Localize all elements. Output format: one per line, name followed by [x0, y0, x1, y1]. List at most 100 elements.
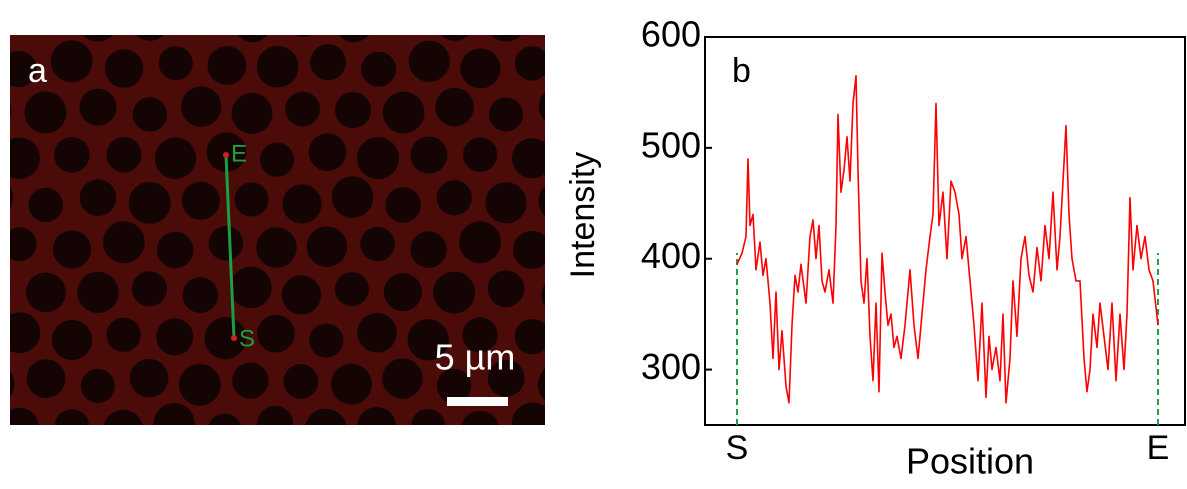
cell: [541, 284, 545, 306]
cell: [156, 318, 194, 356]
cell: [410, 136, 448, 174]
x-axis-label: Position: [906, 441, 1034, 482]
cell: [234, 182, 269, 217]
cell: [294, 35, 313, 37]
cell: [158, 46, 193, 81]
cell: [230, 266, 272, 309]
data-line: [736, 75, 1159, 404]
profile-line: [224, 154, 236, 339]
cell: [232, 362, 269, 399]
cell: [461, 410, 499, 425]
cell: [182, 277, 219, 313]
cell: [128, 181, 171, 224]
cell: [208, 413, 242, 425]
end-label: E: [231, 140, 247, 167]
cell: [491, 35, 522, 42]
cell: [357, 312, 397, 353]
cell: [360, 226, 395, 262]
cell: [282, 184, 322, 224]
cell: [407, 319, 449, 361]
cell: [310, 44, 347, 81]
cell: [459, 221, 501, 264]
cell: [0, 6, 10, 42]
cell: [208, 226, 244, 261]
cell: [10, 227, 37, 262]
cell: [436, 180, 472, 216]
cell: [54, 409, 90, 425]
cell: [10, 50, 37, 88]
cell: [305, 408, 347, 425]
cell: [156, 231, 194, 269]
y-axis-label: Intensity: [564, 152, 602, 279]
cell: [487, 270, 525, 308]
y-tick-label: 300: [641, 346, 701, 387]
cell: [537, 368, 545, 401]
cell: [259, 142, 295, 177]
cell: [51, 319, 93, 361]
cell: [207, 46, 247, 85]
cell: [52, 230, 92, 269]
cell: [10, 312, 41, 354]
cell: [331, 176, 374, 218]
cell: [283, 364, 319, 399]
y-tick-label: 400: [641, 235, 701, 276]
x-tick-label: E: [1147, 429, 1170, 467]
cell: [485, 182, 527, 224]
cell: [10, 285, 11, 293]
y-tick-label: 600: [641, 14, 701, 55]
cell: [106, 137, 142, 173]
cell: [538, 186, 545, 216]
cell: [357, 407, 397, 425]
cell: [28, 0, 63, 35]
cell: [154, 137, 197, 179]
cell: [79, 88, 117, 126]
cell: [181, 86, 222, 127]
cell: [387, 0, 421, 34]
cell: [306, 226, 348, 267]
cell: [514, 318, 545, 355]
cell: [103, 409, 143, 425]
cell: [129, 358, 169, 398]
cell: [538, 92, 545, 121]
cell: [338, 35, 369, 43]
cell: [54, 137, 90, 173]
x-tick-label: S: [726, 429, 749, 467]
cell: [237, 35, 268, 43]
profile-node: [231, 335, 237, 341]
cell: [511, 138, 545, 179]
cell: [410, 231, 447, 268]
cell: [10, 137, 40, 180]
cell: [77, 271, 119, 314]
plot-frame: [704, 36, 1186, 426]
cell: [231, 92, 273, 134]
cell: [285, 91, 320, 127]
panel-label: b: [732, 52, 751, 90]
micrograph-panel: a E S 5 µm: [0, 0, 575, 425]
cell: [24, 91, 67, 134]
cell: [106, 317, 141, 352]
cell: [26, 359, 66, 398]
cell: [382, 91, 425, 134]
cell: [256, 314, 295, 353]
cell: [28, 187, 63, 223]
cell: [256, 45, 299, 88]
start-label: S: [239, 325, 255, 352]
cell: [104, 49, 144, 88]
cell: [433, 271, 476, 314]
cell: [132, 97, 168, 132]
cell: [514, 46, 545, 81]
cell: [357, 137, 400, 180]
cell: [411, 409, 446, 425]
cell: [511, 402, 545, 425]
cell: [385, 187, 421, 223]
cell: [131, 271, 168, 307]
cell: [184, 0, 218, 34]
cell: [334, 272, 369, 307]
cell: [382, 358, 423, 399]
cell: [308, 133, 347, 171]
scale-bar: [447, 397, 508, 406]
cell: [178, 363, 221, 406]
cell: [540, 0, 575, 35]
cell: [513, 230, 545, 270]
